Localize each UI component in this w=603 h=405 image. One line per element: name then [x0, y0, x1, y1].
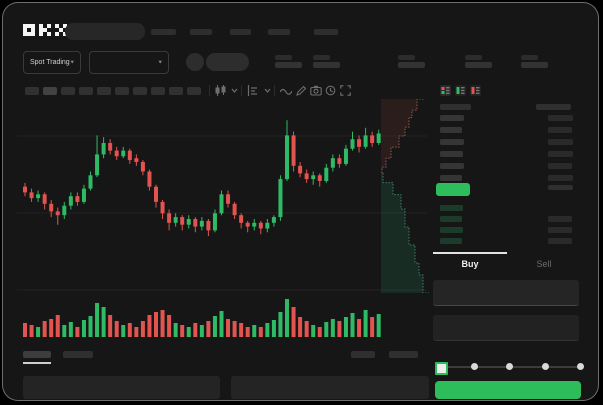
stat-value [313, 62, 340, 68]
timeframe-button[interactable] [169, 87, 183, 95]
book-asks-icon[interactable] [470, 85, 481, 96]
bid-price[interactable] [440, 216, 462, 222]
tab-buy[interactable]: Buy [461, 259, 479, 269]
stat-label [275, 55, 292, 60]
chevron-down-icon: ▾ [70, 59, 74, 66]
nav-item[interactable] [268, 29, 290, 35]
pencil-icon[interactable] [296, 85, 307, 96]
bid-price[interactable] [440, 205, 463, 211]
orders-filter[interactable] [351, 351, 375, 358]
chevron-down-icon: ▾ [158, 59, 162, 66]
ask-amount [548, 175, 573, 181]
stat-label [521, 55, 538, 60]
ask-amount [548, 127, 572, 133]
orders-tab-active[interactable] [23, 351, 51, 358]
timeframe-button[interactable] [151, 87, 165, 95]
timeframe-button[interactable] [97, 87, 111, 95]
camera-icon[interactable] [310, 85, 322, 96]
ask-price[interactable] [440, 139, 464, 145]
market-type-label: Spot Trading [30, 59, 70, 66]
ask-amount [548, 163, 572, 169]
trading-app-window: Spot Trading ▾ ▾ [2, 2, 599, 401]
timeframe-button[interactable] [79, 87, 93, 95]
timeframe-button[interactable] [43, 87, 57, 95]
nav-item[interactable] [230, 29, 251, 35]
orders-tab-underline [23, 362, 51, 364]
indicators-icon[interactable] [247, 85, 258, 96]
last-price-secondary [548, 185, 573, 190]
orderbook-amount-header [536, 104, 571, 110]
orders-panel-left [23, 376, 220, 399]
bid-price[interactable] [440, 238, 462, 244]
stat-value [521, 62, 548, 68]
nav-item[interactable] [314, 29, 338, 35]
fullscreen-icon[interactable] [340, 85, 351, 96]
chevron-down-icon[interactable] [264, 88, 271, 93]
price-input[interactable] [433, 280, 579, 306]
ask-price[interactable] [440, 115, 464, 121]
ask-amount [548, 139, 573, 145]
nav-item[interactable] [190, 29, 212, 35]
slider-stop[interactable] [470, 363, 478, 370]
stat-value [465, 62, 492, 68]
timeframe-button[interactable] [25, 87, 39, 95]
ask-price[interactable] [440, 163, 464, 169]
ask-price[interactable] [440, 151, 463, 157]
orders-filter[interactable] [389, 351, 418, 358]
tab-sell[interactable]: Sell [536, 259, 552, 269]
bid-amount [548, 216, 572, 222]
stat-value [398, 62, 425, 68]
orderbook-price-header [440, 104, 471, 110]
stat-value [275, 62, 302, 68]
candles-icon[interactable] [215, 85, 226, 96]
timeframe-button[interactable] [61, 87, 75, 95]
buy-tab-underline [433, 252, 507, 254]
slider-stop[interactable] [541, 363, 549, 370]
stat-label [398, 55, 415, 60]
timeframe-button[interactable] [187, 87, 201, 95]
orders-panel-right [231, 376, 429, 399]
bid-amount [548, 227, 572, 233]
slider-stop[interactable] [506, 363, 513, 370]
wave-icon[interactable] [280, 87, 292, 95]
orders-tab[interactable] [63, 351, 93, 358]
book-bids-icon[interactable] [455, 85, 466, 96]
buy-submit-button[interactable] [435, 381, 581, 399]
timeframe-button[interactable] [133, 87, 147, 95]
last-price-chip[interactable] [436, 183, 470, 196]
depth-chart [381, 99, 431, 293]
ask-amount [548, 151, 573, 157]
amount-input[interactable] [433, 315, 579, 341]
ask-amount [548, 115, 573, 121]
market-type-dropdown[interactable]: Spot Trading ▾ [23, 51, 81, 74]
bid-price[interactable] [440, 227, 463, 233]
slider-stop[interactable] [577, 363, 584, 370]
bid-amount [548, 238, 572, 244]
timeframe-button[interactable] [115, 87, 129, 95]
pair-name-placeholder [206, 53, 249, 71]
ask-price[interactable] [440, 175, 462, 181]
ask-price[interactable] [440, 127, 462, 133]
book-combined-icon[interactable] [440, 85, 451, 96]
search-input[interactable] [65, 23, 145, 40]
okx-logo [23, 24, 67, 36]
stat-label [313, 55, 330, 60]
pair-coin-avatar [186, 53, 204, 71]
history-icon[interactable] [325, 85, 336, 96]
stat-label [465, 55, 482, 60]
pair-selector[interactable]: ▾ [89, 51, 169, 74]
chevron-down-icon[interactable] [231, 88, 238, 93]
nav-item[interactable] [151, 29, 176, 35]
slider-handle[interactable] [435, 362, 448, 375]
candlestick-chart[interactable] [17, 99, 427, 339]
